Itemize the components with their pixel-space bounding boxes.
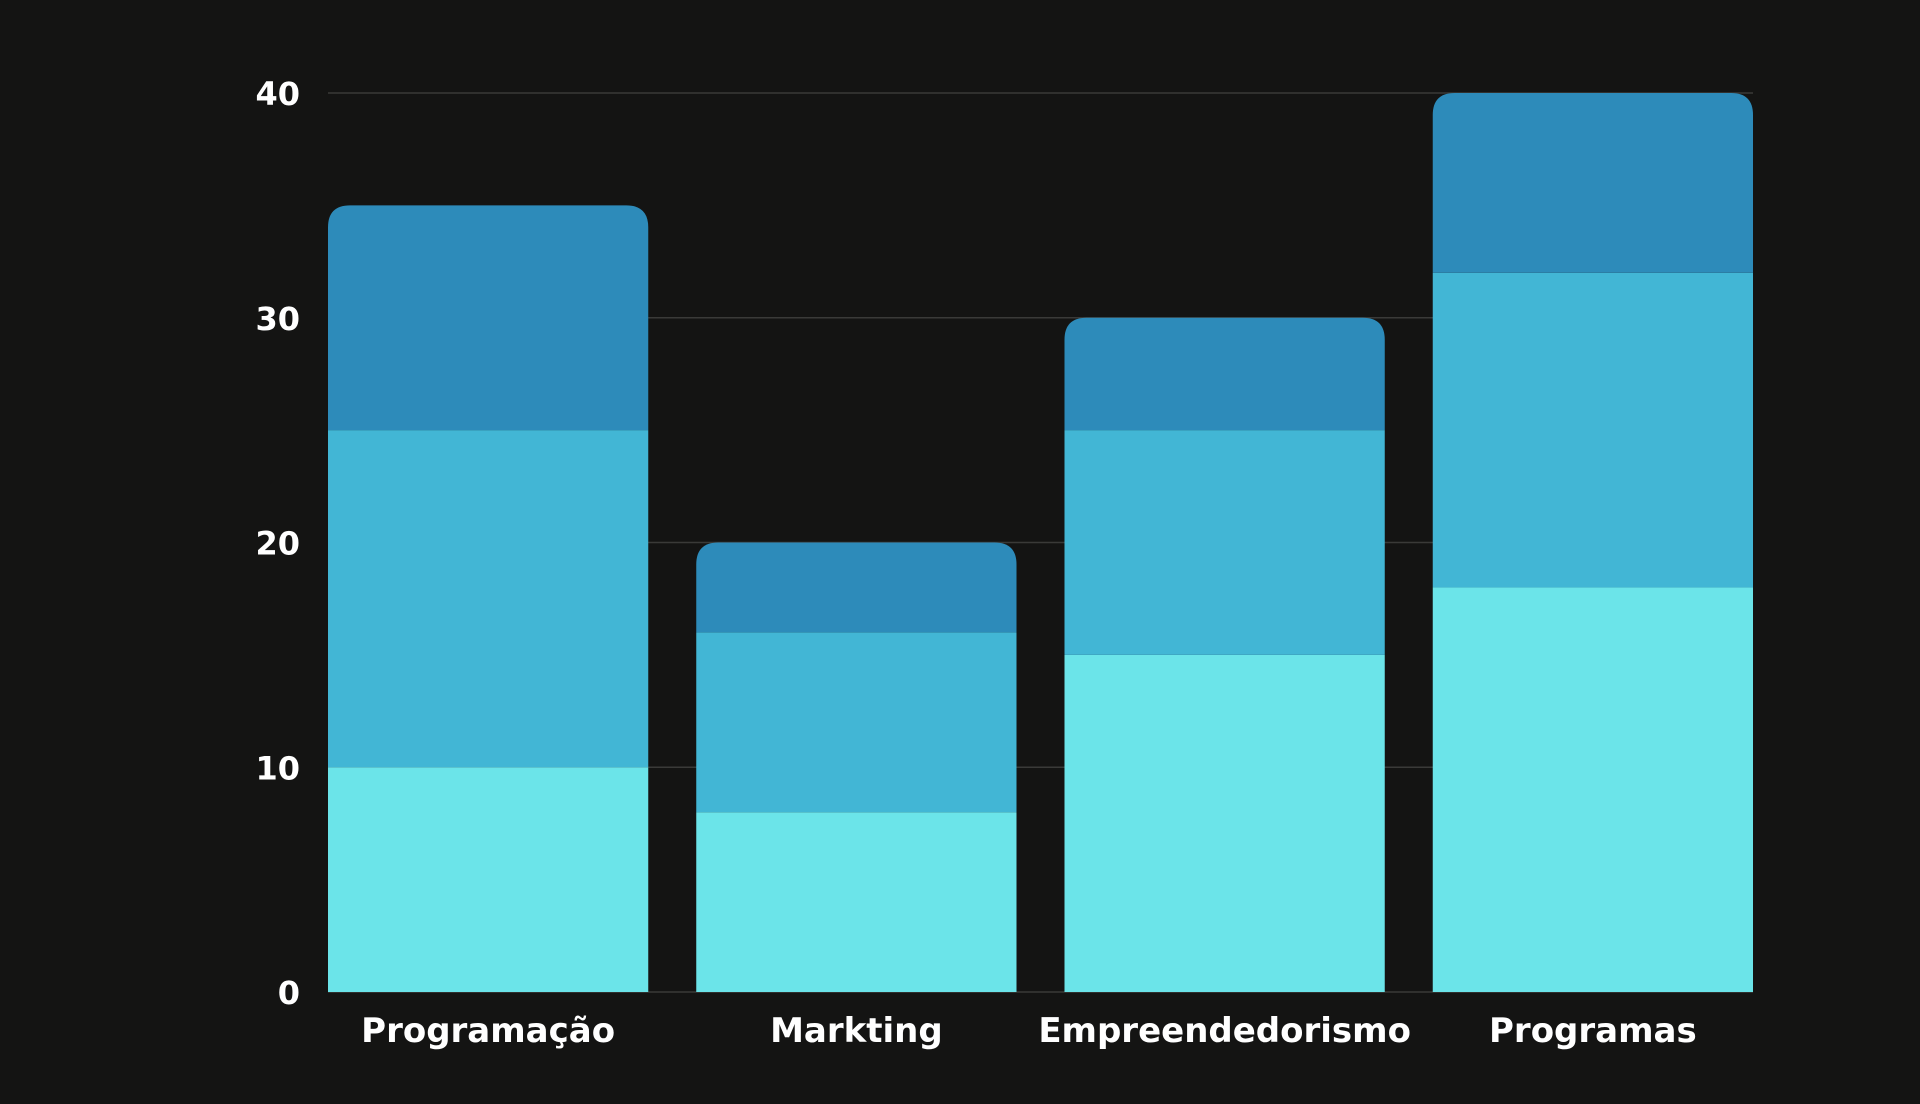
x-category-label: Markting [770,1011,943,1051]
bar-segment-2 [696,632,1016,812]
bar-segment-3 [328,205,648,430]
x-axis-categories: Programação Markting Empreendedorismo Progr… [361,1011,1697,1051]
bar-segment-1 [696,812,1016,992]
y-tick-label: 0 [278,974,300,1012]
bar-segment-2 [328,430,648,767]
y-tick-label: 10 [255,749,300,787]
y-tick-label: 30 [255,300,300,338]
bar-segment-2 [1433,273,1753,588]
y-axis-ticks: 0 10 20 30 40 [255,75,300,1012]
bar-segment-1 [1065,655,1385,992]
bar-segment-3 [696,543,1016,633]
bar-segment-1 [1433,587,1753,992]
y-tick-label: 20 [255,525,300,563]
x-category-label: Empreendedorismo [1038,1011,1411,1051]
bar-segment-2 [1065,430,1385,655]
x-category-label: Programas [1489,1011,1697,1051]
y-tick-label: 40 [255,75,300,113]
bar-segment-3 [1433,93,1753,273]
bar-segment-3 [1065,318,1385,430]
bar-segment-1 [328,767,648,992]
x-category-label: Programação [361,1011,615,1051]
